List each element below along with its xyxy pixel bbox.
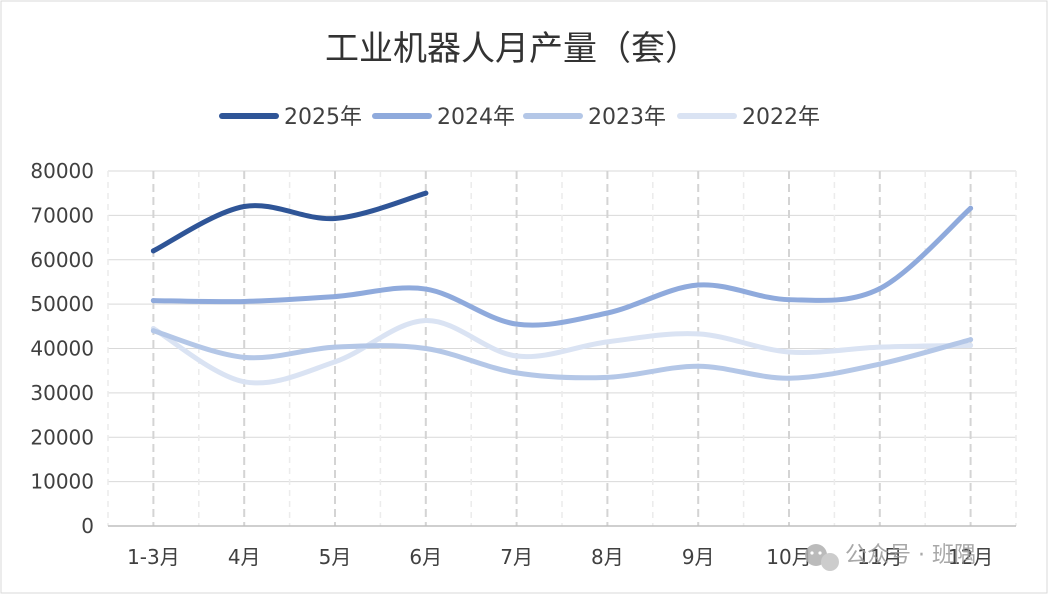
data-point xyxy=(877,344,883,350)
data-point xyxy=(332,294,338,300)
x-tick-label: 11月 xyxy=(857,545,902,569)
data-point xyxy=(786,297,792,303)
x-tick-label: 10月 xyxy=(766,545,811,569)
legend: 2025年 2024年 2023年 2022年 xyxy=(219,105,820,130)
legend-label-3: 2022年 xyxy=(742,105,820,130)
x-tick-label: 12月 xyxy=(948,545,993,569)
data-point xyxy=(241,298,247,304)
legend-label-2: 2023年 xyxy=(588,105,666,130)
data-point xyxy=(423,286,429,292)
x-tick-label: 9月 xyxy=(682,545,715,569)
series-group xyxy=(150,190,974,386)
data-point xyxy=(241,354,247,360)
data-point xyxy=(514,353,520,359)
data-point xyxy=(423,318,429,324)
data-point xyxy=(968,205,974,211)
y-tick-label: 30000 xyxy=(30,381,94,405)
data-point xyxy=(786,375,792,381)
y-tick-label: 10000 xyxy=(30,470,94,494)
data-point xyxy=(968,342,974,348)
x-tick-label: 4月 xyxy=(228,545,261,569)
data-point xyxy=(514,370,520,376)
series-line-1 xyxy=(150,205,974,328)
watermark: 公众号 · 班隅 xyxy=(805,543,976,571)
data-point xyxy=(332,215,338,221)
watermark-text: 公众号 · 班隅 xyxy=(845,543,976,568)
x-tick-label: 1-3月 xyxy=(127,545,180,569)
data-point xyxy=(332,344,338,350)
series-line-3 xyxy=(150,318,974,386)
data-point xyxy=(514,321,520,327)
x-tick-label: 5月 xyxy=(319,545,352,569)
data-point xyxy=(150,248,156,254)
data-point xyxy=(877,361,883,367)
data-point xyxy=(332,359,338,365)
data-point xyxy=(604,374,610,380)
legend-label-1: 2024年 xyxy=(437,105,515,130)
x-axis: 1-3月 4月 5月 6月 7月 8月 9月 10月 11月 12月 xyxy=(108,525,1016,569)
y-tick-label: 70000 xyxy=(30,203,94,227)
y-tick-label: 40000 xyxy=(30,337,94,361)
data-point xyxy=(241,379,247,385)
chart-title: 工业机器人月产量（套） xyxy=(325,29,699,69)
data-point xyxy=(695,331,701,337)
data-point xyxy=(423,346,429,351)
wechat-icon xyxy=(805,544,839,571)
data-point xyxy=(695,363,701,369)
data-point xyxy=(241,204,247,209)
x-tick-label: 8月 xyxy=(591,545,624,569)
legend-label-0: 2025年 xyxy=(284,105,362,130)
data-point xyxy=(423,190,429,196)
data-point xyxy=(604,339,610,345)
data-point xyxy=(695,282,701,288)
x-tick-label: 7月 xyxy=(500,545,533,569)
data-point xyxy=(604,310,610,316)
y-tick-label: 60000 xyxy=(30,248,94,272)
y-tick-label: 50000 xyxy=(30,292,94,316)
data-point xyxy=(786,349,792,355)
y-tick-label: 20000 xyxy=(30,425,94,449)
x-tick-label: 6月 xyxy=(409,545,442,569)
data-point xyxy=(150,298,156,304)
data-point xyxy=(150,328,156,334)
series-line-2 xyxy=(150,328,974,381)
data-point xyxy=(877,286,883,292)
y-tick-label: 0 xyxy=(81,514,94,538)
data-point xyxy=(968,337,974,343)
y-tick-label: 80000 xyxy=(30,159,94,183)
series-line-0 xyxy=(150,190,429,254)
y-axis: 0 10000 20000 30000 40000 50000 60000 70000 8000… xyxy=(30,159,94,538)
